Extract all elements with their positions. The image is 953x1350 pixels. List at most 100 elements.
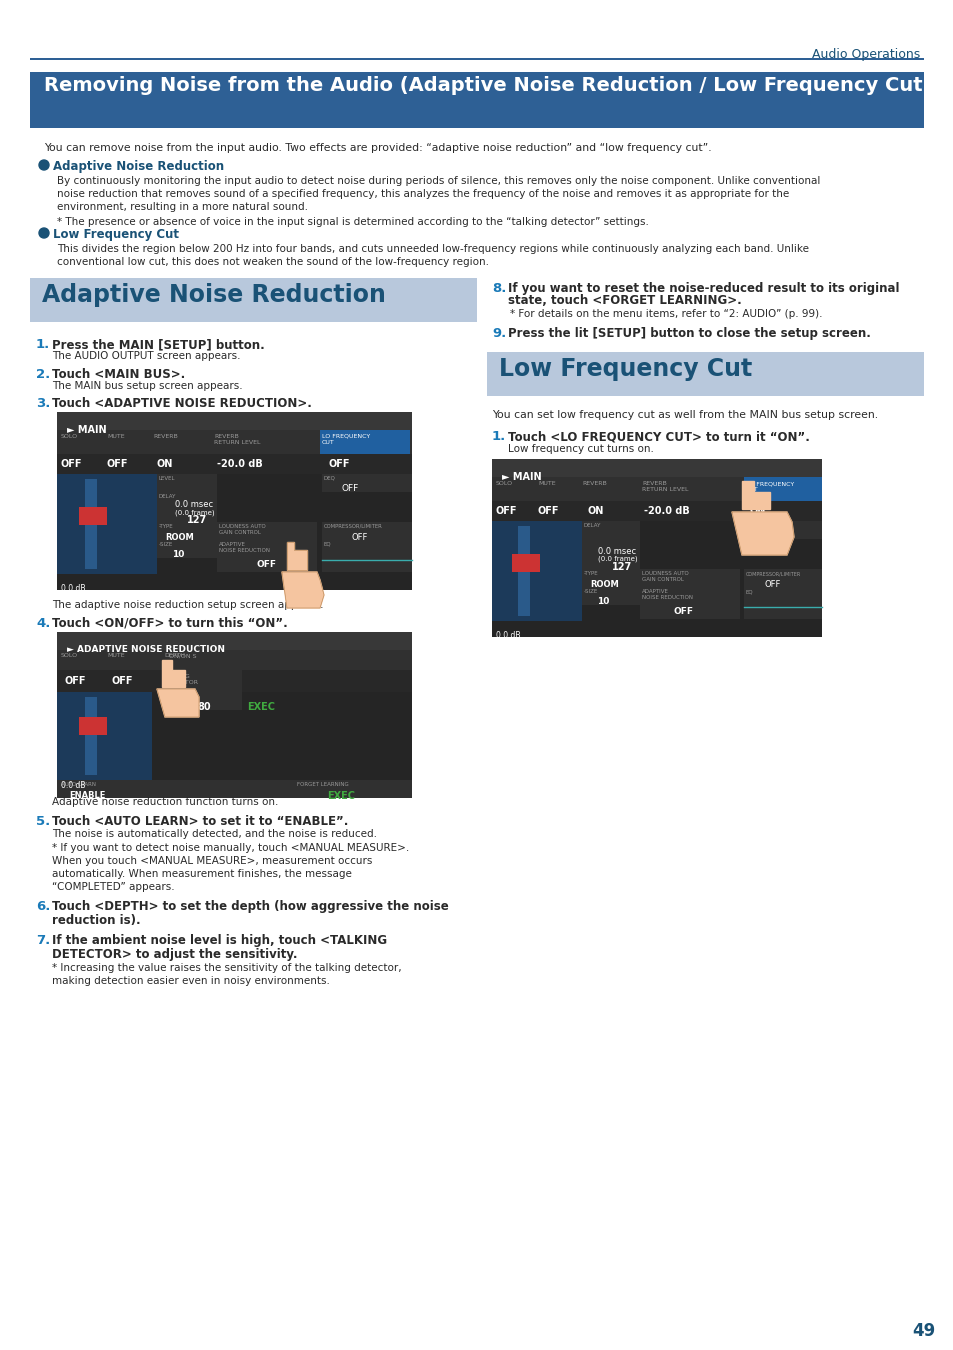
Text: (0.0 frame): (0.0 frame) (174, 509, 214, 516)
Text: automatically. When measurement finishes, the message: automatically. When measurement finishes… (52, 869, 352, 879)
Text: NOISE REDUCTION: NOISE REDUCTION (219, 548, 270, 554)
Bar (743, 477, 821, 501)
Polygon shape (741, 481, 769, 509)
Text: MUTE: MUTE (107, 433, 125, 439)
Text: LOUDNESS AUTO: LOUDNESS AUTO (219, 524, 266, 529)
Bar (639, 587, 740, 620)
Text: 0.0 dB: 0.0 dB (61, 585, 86, 593)
Text: Touch <ADAPTIVE NOISE REDUCTION>.: Touch <ADAPTIVE NOISE REDUCTION>. (52, 397, 312, 410)
Bar (517, 526, 530, 616)
Bar (162, 670, 242, 710)
Bar (639, 568, 740, 587)
Bar (57, 474, 157, 574)
Text: * Increasing the value raises the sensitivity of the talking detector,: * Increasing the value raises the sensit… (52, 963, 401, 973)
Text: COMPRESSOR/LIMITER: COMPRESSOR/LIMITER (745, 571, 801, 576)
Text: ENABLE: ENABLE (69, 791, 105, 801)
Text: 127: 127 (612, 562, 632, 572)
Bar (322, 474, 412, 491)
Text: DEQ: DEQ (324, 477, 335, 481)
Text: 0.0 msec: 0.0 msec (598, 547, 636, 556)
Text: OFF: OFF (65, 676, 87, 686)
Text: 80: 80 (196, 702, 211, 711)
Bar (157, 474, 216, 491)
Text: REVERB: REVERB (152, 433, 177, 439)
Text: Low Frequency Cut: Low Frequency Cut (53, 228, 179, 242)
Text: reduction is).: reduction is). (52, 914, 140, 927)
Circle shape (39, 161, 49, 170)
Text: TALKING: TALKING (164, 674, 191, 679)
Text: OFF: OFF (61, 459, 82, 468)
Text: OFF: OFF (352, 533, 368, 541)
Text: This divides the region below 200 Hz into four bands, and cuts unneeded low-freq: This divides the region below 200 Hz int… (57, 244, 808, 254)
Text: ADAPTIVE: ADAPTIVE (641, 589, 668, 594)
Text: Adaptive Noise Reduction: Adaptive Noise Reduction (42, 284, 385, 306)
Text: Touch <ON/OFF> to turn this “ON”.: Touch <ON/OFF> to turn this “ON”. (52, 617, 288, 630)
Text: MUTE: MUTE (537, 481, 555, 486)
Text: GAIN CONTROL: GAIN CONTROL (219, 531, 260, 535)
Text: -SIZE: -SIZE (583, 589, 598, 594)
Bar (57, 431, 412, 454)
Text: EQ: EQ (324, 541, 332, 547)
Text: 10: 10 (597, 597, 609, 606)
Text: LO FREQUENCY
CUT: LO FREQUENCY CUT (322, 433, 370, 444)
Text: DETECTOR: DETECTOR (164, 680, 198, 684)
Text: SOLO: SOLO (61, 653, 78, 657)
Text: 0.0 dB: 0.0 dB (61, 782, 86, 790)
Bar (743, 587, 821, 620)
Text: AUTO LEARN: AUTO LEARN (61, 782, 96, 787)
Text: 7.: 7. (36, 934, 51, 946)
Bar (79, 717, 107, 734)
Text: -SIZE: -SIZE (159, 541, 173, 547)
Text: GAIN CONTROL: GAIN CONTROL (641, 576, 683, 582)
Polygon shape (157, 688, 199, 717)
Text: FORGET LEARNING: FORGET LEARNING (296, 782, 349, 787)
Text: * The presence or absence of voice in the input signal is determined according t: * The presence or absence of voice in th… (57, 217, 648, 227)
Text: 10: 10 (172, 549, 184, 559)
Bar (492, 459, 821, 637)
Text: ON: ON (587, 506, 604, 516)
Text: “COMPLETED” appears.: “COMPLETED” appears. (52, 882, 174, 892)
Text: ADAPTIVE: ADAPTIVE (219, 541, 246, 547)
Bar (322, 540, 412, 572)
Text: conventional low cut, this does not weaken the sound of the low-frequency region: conventional low cut, this does not weak… (57, 256, 489, 267)
Bar (581, 568, 639, 587)
Text: DELAY: DELAY (583, 522, 600, 528)
Bar (581, 521, 639, 539)
Text: OFF: OFF (329, 459, 350, 468)
Text: ► MAIN: ► MAIN (501, 472, 541, 482)
Text: Press the lit [SETUP] button to close the setup screen.: Press the lit [SETUP] button to close th… (507, 327, 870, 340)
Text: You can remove noise from the input audio. Two effects are provided: “adaptive n: You can remove noise from the input audi… (44, 143, 711, 153)
Text: Touch <DEPTH> to set the depth (how aggressive the noise: Touch <DEPTH> to set the depth (how aggr… (52, 900, 448, 913)
Text: 49: 49 (911, 1322, 934, 1341)
Bar (57, 632, 412, 787)
Text: -TYPE: -TYPE (583, 571, 598, 576)
Bar (743, 521, 821, 539)
Bar (57, 412, 412, 590)
Text: making detection easier even in noisy environments.: making detection easier even in noisy en… (52, 976, 330, 986)
Text: ROOM: ROOM (165, 533, 193, 541)
Text: state, touch <FORGET LEARNING>.: state, touch <FORGET LEARNING>. (507, 294, 741, 306)
Text: environment, resulting in a more natural sound.: environment, resulting in a more natural… (57, 202, 308, 212)
Text: DEQ: DEQ (745, 522, 757, 528)
Text: * For details on the menu items, refer to “2: AUDIO” (p. 99).: * For details on the menu items, refer t… (510, 309, 821, 319)
Text: -TYPE: -TYPE (159, 524, 173, 529)
Text: ► ADAPTIVE NOISE REDUCTION: ► ADAPTIVE NOISE REDUCTION (67, 645, 225, 653)
Polygon shape (731, 512, 793, 555)
Bar (512, 554, 539, 572)
Text: 1.: 1. (492, 431, 506, 443)
Bar (322, 522, 412, 540)
Bar (85, 479, 97, 568)
Bar (581, 587, 639, 605)
Text: Audio Operations: Audio Operations (811, 49, 919, 61)
Text: 8.: 8. (492, 282, 506, 296)
Text: OFF: OFF (112, 676, 133, 686)
Text: Low frequency cut turns on.: Low frequency cut turns on. (507, 444, 653, 454)
Bar (581, 539, 639, 568)
Bar (157, 540, 216, 558)
Text: OFF: OFF (761, 531, 779, 540)
Text: NOISE REDUCTION: NOISE REDUCTION (641, 595, 692, 599)
Text: MUTE: MUTE (107, 653, 125, 657)
Bar (57, 632, 412, 649)
Text: If you want to reset the noise-reduced result to its original: If you want to reset the noise-reduced r… (507, 282, 899, 296)
Text: OFF: OFF (764, 580, 781, 589)
